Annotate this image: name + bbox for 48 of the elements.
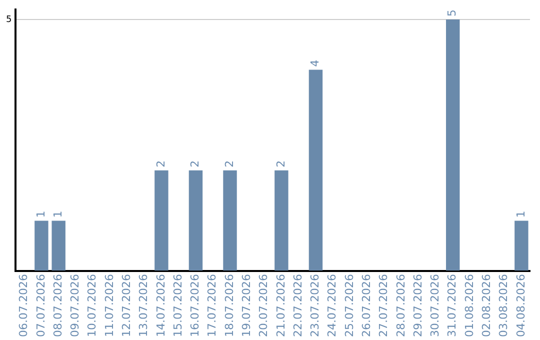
x-tick-label: 03.08.2026 bbox=[497, 274, 510, 338]
data-label: 5 bbox=[446, 9, 459, 16]
x-tick-label: 28.07.2026 bbox=[394, 274, 408, 338]
data-label: 1 bbox=[34, 210, 48, 218]
x-tick-label: 27.07.2026 bbox=[377, 274, 390, 338]
x-tick-label: 04.08.2026 bbox=[514, 274, 528, 338]
x-tick-label: 06.07.2026 bbox=[17, 274, 30, 338]
data-label: 2 bbox=[222, 160, 236, 168]
x-tick-label: 11.07.2026 bbox=[102, 274, 116, 338]
x-tick-label: 08.07.2026 bbox=[51, 274, 64, 338]
x-tick-label: 02.08.2026 bbox=[480, 274, 494, 338]
x-tick-label: 21.07.2026 bbox=[274, 274, 288, 338]
data-label: 2 bbox=[274, 160, 288, 168]
bar bbox=[514, 220, 528, 271]
bar bbox=[188, 170, 203, 271]
x-tick-label: 10.07.2026 bbox=[86, 274, 99, 338]
x-tick-label: 13.07.2026 bbox=[137, 274, 150, 338]
data-label: 2 bbox=[188, 160, 202, 168]
data-label: 1 bbox=[514, 210, 528, 218]
bar bbox=[223, 170, 237, 271]
x-tick-label: 07.07.2026 bbox=[34, 274, 48, 338]
x-tick-label: 12.07.2026 bbox=[120, 274, 134, 338]
x-tick-label: 26.07.2026 bbox=[360, 274, 374, 338]
x-tick-label: 20.07.2026 bbox=[257, 274, 270, 338]
x-tick-label: 09.07.2026 bbox=[68, 274, 82, 338]
x-tick-label: 29.07.2026 bbox=[411, 274, 424, 338]
x-tick-label: 25.07.2026 bbox=[342, 274, 356, 338]
bar bbox=[308, 70, 323, 271]
x-tick-label: 15.07.2026 bbox=[171, 274, 184, 338]
data-label: 2 bbox=[154, 160, 168, 168]
bar bbox=[446, 19, 460, 271]
bar bbox=[274, 170, 288, 271]
bar bbox=[52, 220, 66, 271]
x-tick-label: 23.07.2026 bbox=[308, 274, 322, 338]
x-tick-label: 24.07.2026 bbox=[326, 274, 339, 338]
x-tick-label: 31.07.2026 bbox=[446, 274, 459, 338]
x-tick-label: 18.07.2026 bbox=[222, 274, 236, 338]
data-label: 4 bbox=[308, 60, 322, 67]
x-tick-label: 14.07.2026 bbox=[154, 274, 168, 338]
x-tick-label: 17.07.2026 bbox=[206, 274, 219, 338]
bar bbox=[154, 170, 168, 271]
x-tick-label: 22.07.2026 bbox=[291, 274, 304, 338]
x-tick-label: 30.07.2026 bbox=[428, 274, 442, 338]
x-tick-label: 01.08.2026 bbox=[462, 274, 476, 338]
bar bbox=[34, 220, 48, 271]
data-label: 1 bbox=[51, 210, 64, 218]
x-tick-label: 16.07.2026 bbox=[188, 274, 202, 338]
x-tick-label: 19.07.2026 bbox=[240, 274, 254, 338]
